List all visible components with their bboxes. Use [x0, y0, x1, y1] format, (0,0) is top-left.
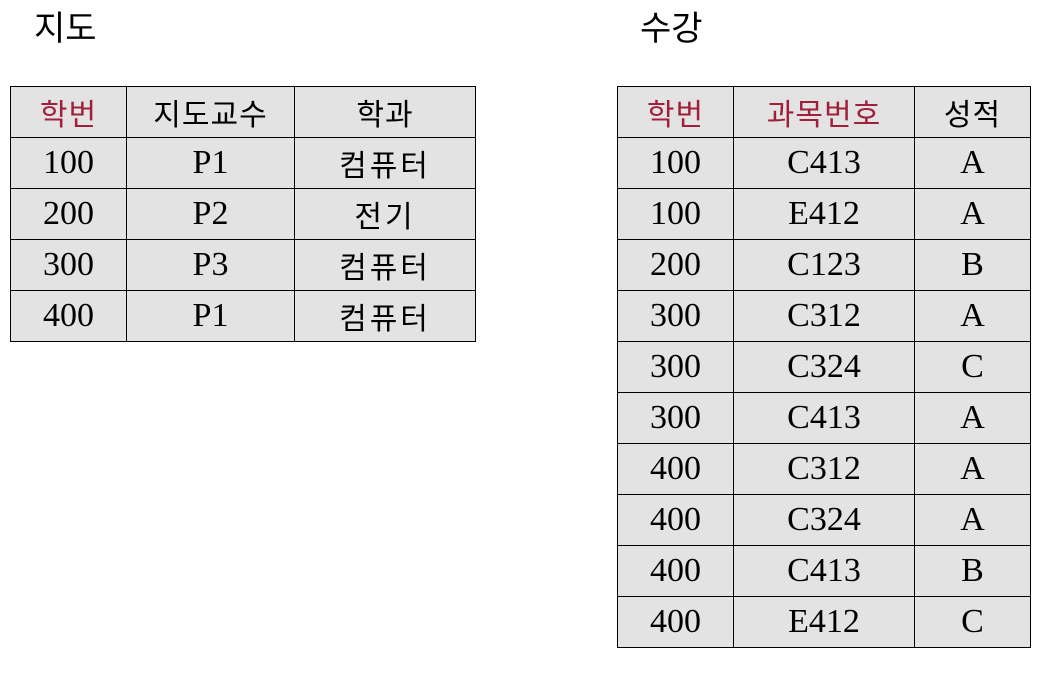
- cell-grade: A: [914, 443, 1031, 495]
- cell-student-id: 300: [617, 341, 734, 393]
- cell-course-number: C312: [733, 443, 915, 495]
- table-row: 200 P2 전기: [10, 188, 476, 240]
- column-header-department: 학과: [294, 86, 476, 138]
- table-row: 300 C312 A: [617, 290, 1031, 342]
- table-row: 400 C324 A: [617, 494, 1031, 546]
- cell-student-id: 100: [617, 188, 734, 240]
- table-header-row: 학번 지도교수 학과: [10, 86, 476, 138]
- cell-course-number: C413: [733, 392, 915, 444]
- cell-advisor: P2: [126, 188, 295, 240]
- cell-student-id: 200: [617, 239, 734, 291]
- table-row: 300 P3 컴퓨터: [10, 239, 476, 291]
- cell-student-id: 400: [617, 596, 734, 648]
- enrollment-table-title: 수강: [640, 9, 703, 49]
- cell-course-number: C312: [733, 290, 915, 342]
- table-row: 100 E412 A: [617, 188, 1031, 240]
- cell-grade: A: [914, 188, 1031, 240]
- cell-student-id: 400: [617, 494, 734, 546]
- table-row: 100 C413 A: [617, 137, 1031, 189]
- cell-grade: B: [914, 545, 1031, 597]
- column-header-course-number: 과목번호: [733, 86, 915, 138]
- cell-department: 컴퓨터: [294, 290, 476, 342]
- cell-grade: C: [914, 341, 1031, 393]
- cell-course-number: C413: [733, 137, 915, 189]
- cell-student-id: 300: [617, 290, 734, 342]
- column-header-student-id: 학번: [617, 86, 734, 138]
- cell-student-id: 400: [10, 290, 127, 342]
- table-row: 300 C324 C: [617, 341, 1031, 393]
- cell-course-number: E412: [733, 188, 915, 240]
- cell-grade: C: [914, 596, 1031, 648]
- cell-student-id: 100: [617, 137, 734, 189]
- cell-student-id: 100: [10, 137, 127, 189]
- cell-grade: A: [914, 290, 1031, 342]
- cell-grade: A: [914, 392, 1031, 444]
- cell-student-id: 400: [617, 545, 734, 597]
- cell-department: 컴퓨터: [294, 137, 476, 189]
- column-header-student-id: 학번: [10, 86, 127, 138]
- advisor-table: 학번 지도교수 학과 100 P1 컴퓨터 200 P2 전기 300 P3 컴…: [10, 86, 476, 342]
- table-row: 400 C413 B: [617, 545, 1031, 597]
- advisor-table-title: 지도: [34, 9, 97, 49]
- enrollment-table: 학번 과목번호 성적 100 C413 A 100 E412 A 200 C12…: [617, 86, 1031, 648]
- cell-grade: A: [914, 494, 1031, 546]
- cell-department: 전기: [294, 188, 476, 240]
- cell-course-number: C413: [733, 545, 915, 597]
- cell-course-number: C123: [733, 239, 915, 291]
- column-header-grade: 성적: [914, 86, 1031, 138]
- cell-advisor: P1: [126, 290, 295, 342]
- cell-student-id: 200: [10, 188, 127, 240]
- table-row: 300 C413 A: [617, 392, 1031, 444]
- table-row: 400 C312 A: [617, 443, 1031, 495]
- table-row: 400 E412 C: [617, 596, 1031, 648]
- cell-grade: A: [914, 137, 1031, 189]
- table-row: 100 P1 컴퓨터: [10, 137, 476, 189]
- cell-student-id: 400: [617, 443, 734, 495]
- column-header-advisor: 지도교수: [126, 86, 295, 138]
- cell-advisor: P3: [126, 239, 295, 291]
- cell-student-id: 300: [10, 239, 127, 291]
- cell-course-number: C324: [733, 341, 915, 393]
- cell-student-id: 300: [617, 392, 734, 444]
- table-header-row: 학번 과목번호 성적: [617, 86, 1031, 138]
- cell-advisor: P1: [126, 137, 295, 189]
- cell-course-number: E412: [733, 596, 915, 648]
- cell-grade: B: [914, 239, 1031, 291]
- table-row: 400 P1 컴퓨터: [10, 290, 476, 342]
- cell-course-number: C324: [733, 494, 915, 546]
- table-row: 200 C123 B: [617, 239, 1031, 291]
- cell-department: 컴퓨터: [294, 239, 476, 291]
